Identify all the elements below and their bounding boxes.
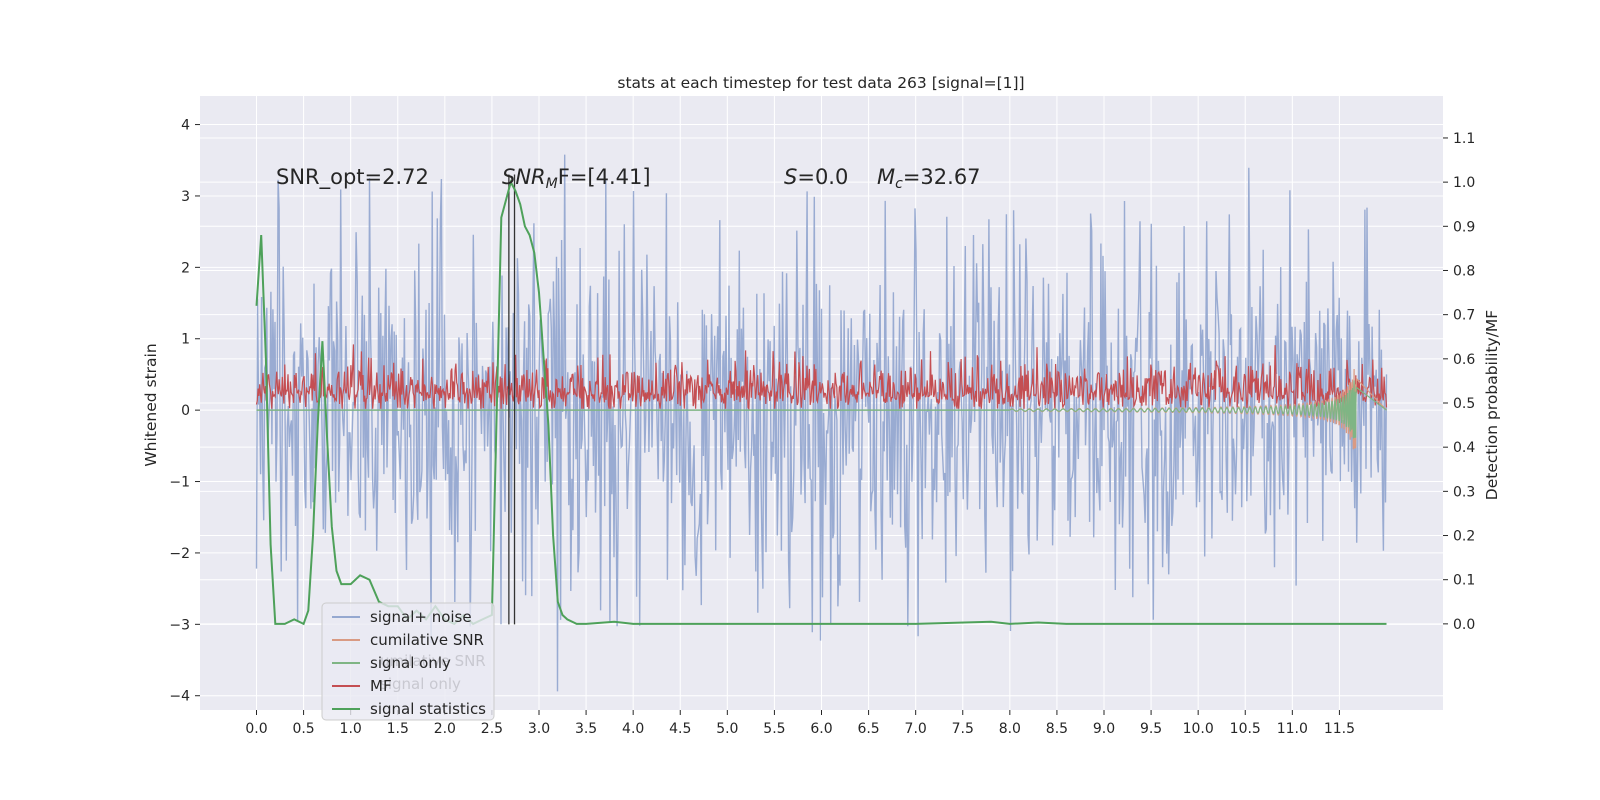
x-tick-label: 11.5 [1324, 721, 1355, 737]
x-tick-label: 8.5 [1046, 721, 1068, 737]
y-axis-label-left: Whitened strain [142, 343, 160, 466]
y-tick-label-right: 1.1 [1453, 131, 1475, 147]
annotation-snr-mf-sub: M [546, 176, 558, 192]
x-tick-label: 5.0 [716, 721, 738, 737]
chart-title: stats at each timestep for test data 263… [617, 74, 1024, 92]
annotation-snr-mf: SNRMF=[4.41] [502, 165, 651, 192]
x-tick-label: 7.5 [952, 721, 974, 737]
x-tick-label: 2.5 [481, 721, 503, 737]
annotation-mc-sub: c [895, 176, 903, 192]
legend-label-signal-noise: signal+ noise [370, 608, 472, 626]
y-tick-label-right: 0.7 [1453, 308, 1475, 324]
legend-ghost-2: signal only [380, 675, 461, 693]
x-tick-label: 4.5 [669, 721, 691, 737]
y-tick-label-left: 4 [181, 118, 190, 134]
axes: 0.0 0.5 1.0 1.5 2.0 2.5 3.0 3.5 4.0 4.5 5.0 5.5 6.0 6… [169, 118, 1475, 737]
series-mf [255, 344, 1388, 411]
annotation-snr-mf-base: SNR [502, 165, 546, 189]
series-signal-noise [255, 154, 1388, 692]
legend-label-mf: MF [370, 677, 392, 695]
x-tick-label: 0.0 [245, 721, 267, 737]
annotation-mc: Mc=32.67 [877, 165, 981, 192]
x-tick-label: 6.0 [810, 721, 832, 737]
x-tick-label: 2.0 [434, 721, 456, 737]
x-tick-label: 0.5 [292, 721, 314, 737]
y-tick-label-left: 1 [181, 332, 190, 348]
annotation-mc-rest: =32.67 [903, 165, 981, 189]
y-tick-label-right: 0.6 [1453, 352, 1475, 368]
y-tick-label-right: 1.0 [1453, 175, 1475, 191]
y-tick-label-left: −4 [169, 689, 190, 705]
legend: umilative SNR signal only signal+ noise … [321, 602, 495, 721]
y-tick-label-right: 0.9 [1453, 219, 1475, 235]
legend-label-signal-statistics: signal statistics [370, 700, 486, 718]
x-tick-label: 1.5 [387, 721, 409, 737]
y-tick-label-right: 0.1 [1453, 573, 1475, 589]
x-tick-label: 9.0 [1093, 721, 1115, 737]
legend-label-signal-only: signal only [370, 654, 451, 672]
y-tick-label-left: −2 [169, 546, 190, 562]
x-tick-label: 1.0 [340, 721, 362, 737]
y-tick-label-left: 0 [181, 403, 190, 419]
y-axis-label-right: Detection probability/MF [1483, 310, 1501, 501]
x-tick-label: 7.0 [905, 721, 927, 737]
annotation-s-var: S [784, 165, 797, 189]
y-tick-label-left: −3 [169, 617, 190, 633]
x-tick-label: 4.0 [622, 721, 644, 737]
x-tick-label: 9.5 [1140, 721, 1162, 737]
annotation-snr-opt: SNR_opt=2.72 [276, 165, 429, 190]
legend-box [321, 602, 495, 721]
annotation-mc-var: M [877, 165, 895, 189]
y-tick-label-right: 0.8 [1453, 263, 1475, 279]
series-signal-only [1009, 380, 1387, 439]
y-tick-label-left: −1 [169, 475, 190, 491]
x-tick-label: 8.0 [999, 721, 1021, 737]
y-tick-label-left: 3 [181, 189, 190, 205]
x-tick-label: 10.0 [1183, 721, 1214, 737]
y-tick-label-right: 0.4 [1453, 440, 1475, 456]
annotation-snr-mf-rest: F=[4.41] [558, 165, 651, 189]
y-tick-label-right: 0.0 [1453, 617, 1475, 633]
y-tick-label-right: 0.3 [1453, 484, 1475, 500]
legend-ghost-1: umilative SNR [380, 652, 486, 670]
y-tick-label-right: 0.2 [1453, 529, 1475, 545]
x-tick-label: 6.5 [857, 721, 879, 737]
x-tick-label: 3.5 [575, 721, 597, 737]
y-tick-label-right: 0.5 [1453, 396, 1475, 412]
x-tick-label: 5.5 [763, 721, 785, 737]
legend-label-cumilative-snr: cumilative SNR [370, 631, 484, 649]
y-tick-label-left: 2 [181, 260, 190, 276]
annotation-s: S=0.0 [784, 165, 848, 189]
x-tick-label: 10.5 [1230, 721, 1261, 737]
x-tick-label: 3.0 [528, 721, 550, 737]
annotation-s-rest: =0.0 [797, 165, 848, 189]
x-tick-label: 11.0 [1277, 721, 1308, 737]
